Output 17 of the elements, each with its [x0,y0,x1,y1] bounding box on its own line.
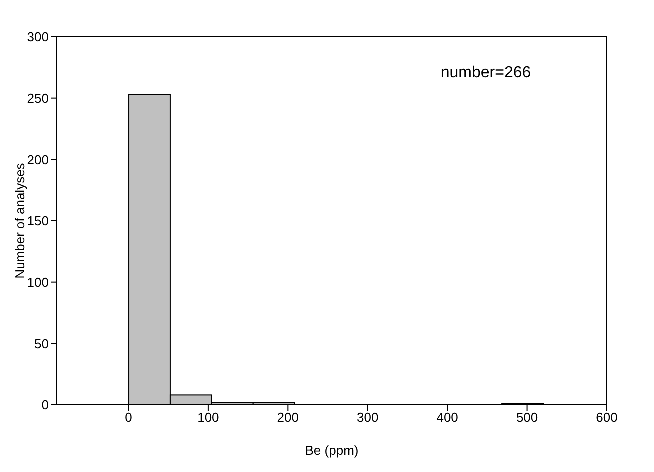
x-tick-label: 200 [277,410,300,426]
x-tick-label: 0 [125,410,132,426]
annotation: number=266 [440,64,532,82]
y-tick-label: 50 [34,336,49,352]
y-tick-label: 200 [27,152,49,168]
x-tick-label: 500 [516,410,538,426]
x-axis-title: Be (ppm) [305,443,359,458]
x-tick-label: 300 [357,410,379,426]
y-tick-label: 300 [27,30,49,45]
y-tick-label: 250 [27,90,49,106]
x-tick-label: 100 [198,410,220,426]
y-axis-title: Number of analyses [12,162,28,279]
x-tick-label: 600 [596,410,618,426]
x-tick-label: 400 [436,410,458,426]
y-tick-label: 150 [27,214,49,229]
y-tick-label: 0 [42,398,49,413]
y-tick-label: 100 [27,274,49,290]
